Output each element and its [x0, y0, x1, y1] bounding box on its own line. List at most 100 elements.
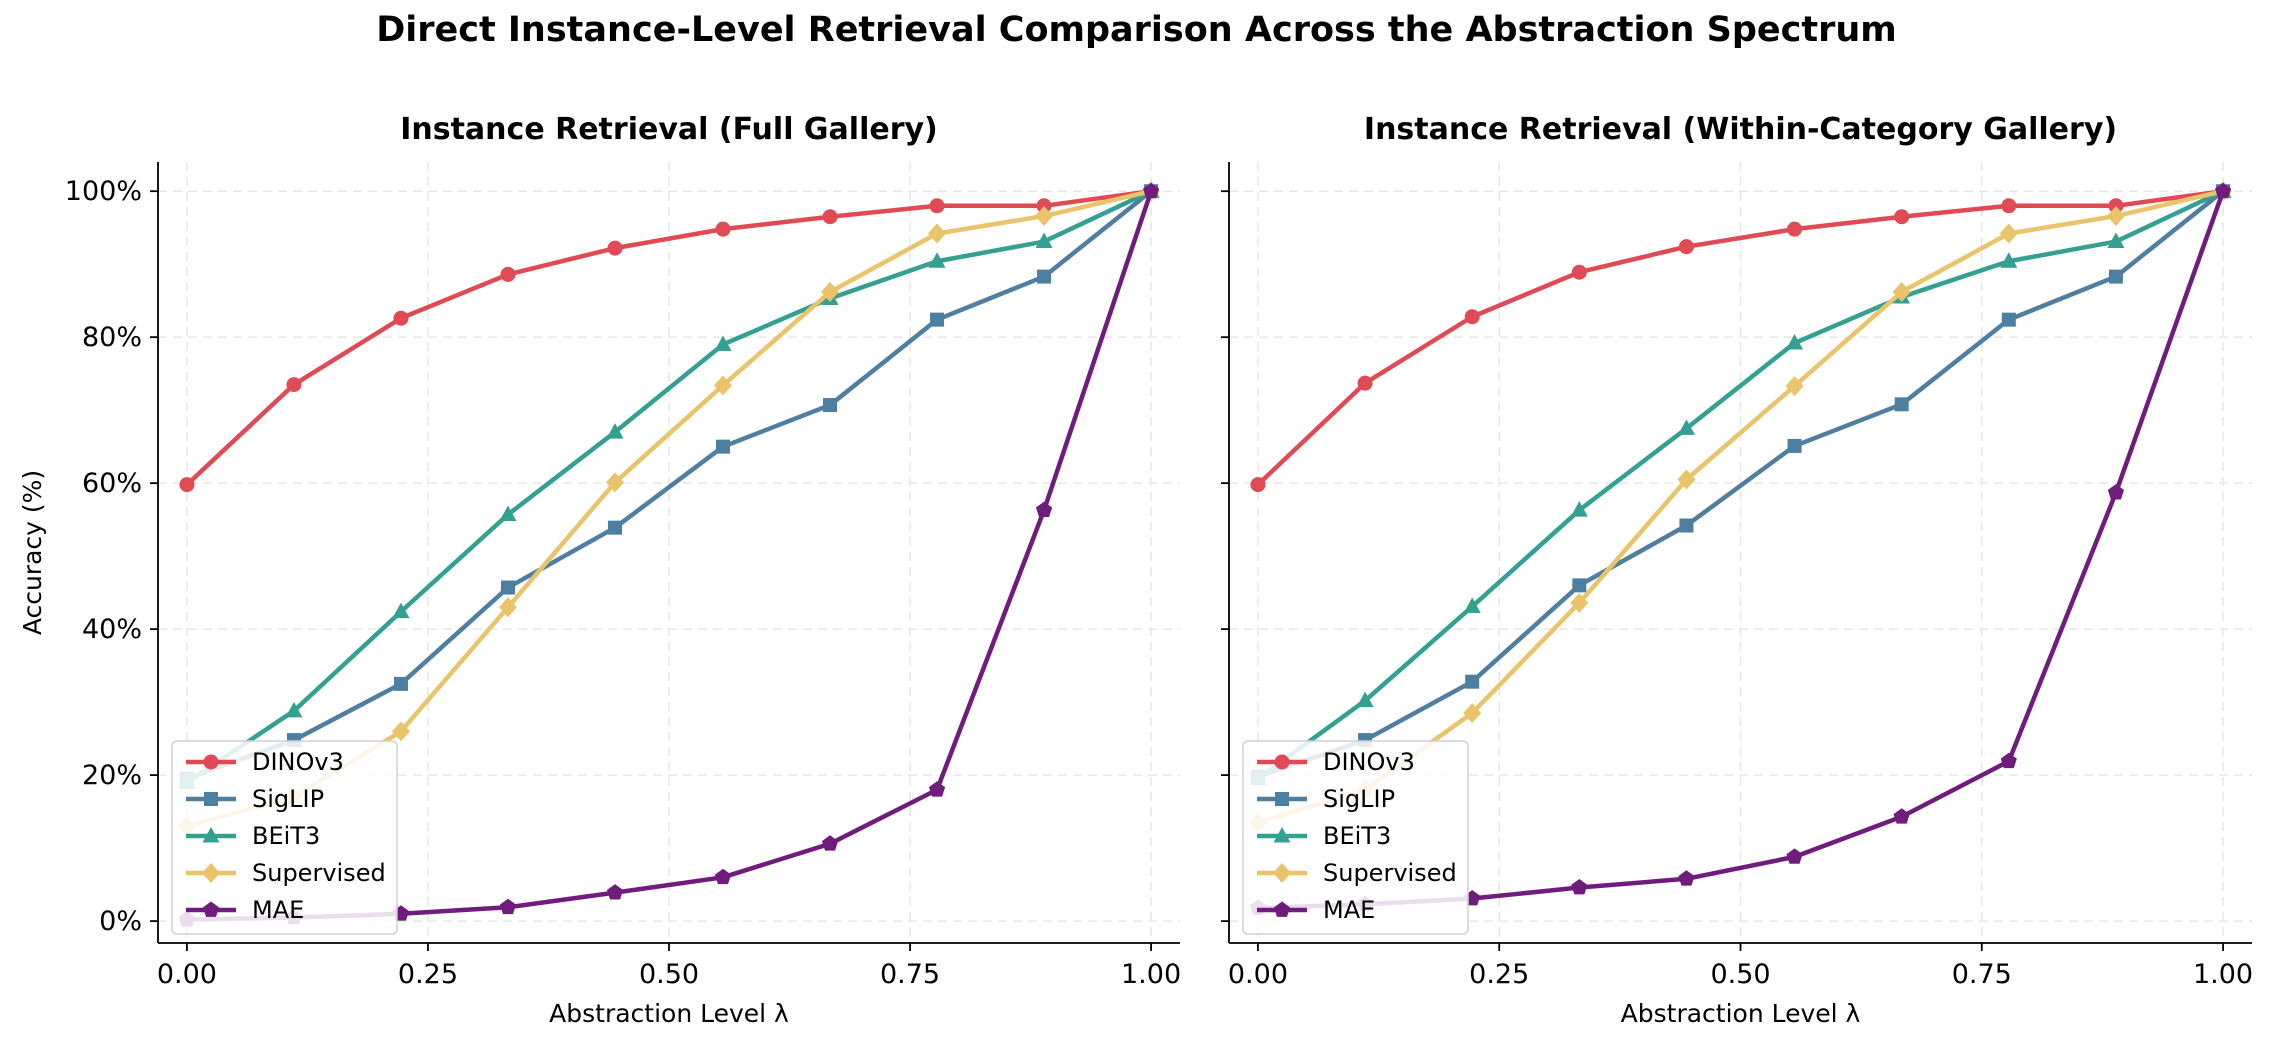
legend-item-siglip: SigLIP: [186, 785, 324, 813]
x-tick-label: 0.00: [157, 959, 217, 990]
x-tick-label: 0.00: [1228, 959, 1288, 990]
data-point-dinov3: [715, 221, 731, 237]
legend-marker: [1274, 754, 1290, 770]
data-point-siglip: [1894, 397, 1909, 412]
data-point-dinov3: [1787, 221, 1803, 237]
series-line-beit3: [1255, 188, 2226, 782]
data-point-beit3: [2107, 232, 2125, 249]
y-tick-label: 100%: [65, 176, 142, 207]
legend-marker: [1273, 827, 1291, 843]
data-point-dinov3: [2108, 198, 2124, 214]
data-point-siglip: [930, 312, 945, 327]
legend-marker: [1273, 901, 1291, 917]
data-point-dinov3: [929, 198, 945, 214]
legend-item-dinov3: DINOv3: [186, 748, 344, 776]
data-point-dinov3: [822, 209, 838, 225]
data-point-dinov3: [2001, 198, 2017, 214]
data-point-siglip: [500, 580, 515, 595]
data-point-dinov3: [1036, 198, 1052, 214]
legend-label: DINOv3: [1323, 748, 1415, 776]
data-point-mae: [928, 781, 946, 797]
data-point-siglip: [393, 676, 408, 691]
data-point-siglip: [715, 439, 730, 454]
y-axis-label: Accuracy (%): [18, 470, 47, 635]
legend-item-dinov3: DINOv3: [1257, 748, 1415, 776]
legend-label: MAE: [252, 896, 304, 924]
series-dinov3: [1250, 183, 2231, 493]
series-beit3: [1249, 182, 2232, 786]
data-point-supervised: [928, 223, 947, 244]
data-point-siglip: [1037, 269, 1052, 284]
data-point-beit3: [928, 252, 946, 268]
data-point-dinov3: [393, 310, 409, 326]
x-tick-label: 0.25: [1469, 959, 1529, 990]
x-tick-label: 0.75: [1952, 959, 2012, 990]
legend-item-supervised: Supervised: [1257, 859, 1457, 887]
data-point-siglip: [2108, 269, 2123, 284]
data-point-dinov3: [1464, 309, 1480, 325]
legend-marker: [202, 901, 220, 917]
series-line-siglip: [1255, 188, 2226, 779]
data-point-beit3: [1677, 419, 1695, 435]
panel-1: 0.00 0.25 0.50 0.75 1.00 0% 20% 40% 60% 80% 100% In…: [18, 112, 1181, 1028]
legend-label: Supervised: [252, 859, 386, 887]
data-point-dinov3: [1678, 239, 1694, 255]
data-point-siglip: [608, 520, 623, 535]
data-point-mae: [821, 835, 839, 851]
legend-marker: [203, 754, 219, 770]
legend-label: BEiT3: [1323, 822, 1391, 850]
data-point-dinov3: [1250, 477, 1266, 493]
legend-marker: [202, 863, 220, 883]
y-tick-label: 20%: [82, 760, 142, 791]
panel-title: Instance Retrieval (Full Gallery): [400, 112, 938, 147]
data-point-mae: [606, 884, 624, 900]
data-point-mae: [1571, 879, 1588, 895]
legend-item-mae: MAE: [1257, 896, 1375, 924]
data-point-supervised: [1463, 703, 1482, 724]
data-point-dinov3: [1571, 264, 1587, 280]
legend-label: Supervised: [1323, 859, 1457, 887]
data-point-beit3: [1463, 597, 1481, 614]
data-point-beit3: [1570, 501, 1588, 517]
data-point-siglip: [823, 398, 838, 413]
data-point-siglip: [1465, 674, 1480, 689]
data-point-mae: [1786, 848, 1803, 864]
legend-marker: [1275, 792, 1289, 806]
data-point-supervised: [1677, 469, 1696, 490]
data-point-mae: [2000, 752, 2017, 769]
legend-item-beit3: BEiT3: [186, 822, 320, 850]
series-line-dinov3: [184, 188, 1154, 487]
data-point-beit3: [606, 423, 624, 439]
data-point-beit3: [285, 701, 303, 718]
series-line-siglip: [184, 188, 1154, 782]
data-point-dinov3: [1357, 375, 1373, 391]
data-point-siglip: [1679, 518, 1694, 533]
data-point-dinov3: [286, 377, 302, 393]
legend-item-mae: MAE: [186, 896, 304, 924]
legend-marker: [202, 827, 220, 843]
data-point-siglip: [2001, 312, 2016, 327]
data-point-supervised: [2106, 206, 2125, 227]
y-tick-label: 0%: [99, 906, 142, 937]
data-point-beit3: [1035, 232, 1053, 249]
data-point-beit3: [1786, 334, 1804, 350]
data-point-dinov3: [179, 477, 195, 493]
data-point-dinov3: [500, 266, 516, 282]
x-axis-label: Abstraction Level λ: [1621, 999, 1861, 1028]
data-point-beit3: [2000, 252, 2018, 268]
series-line-dinov3: [1255, 188, 2226, 487]
x-tick-label: 0.75: [880, 959, 940, 990]
legend-box: [171, 740, 398, 935]
legend: DINOv3 SigLIP BEiT3 Supervised MAE: [171, 740, 398, 935]
data-point-mae: [1893, 808, 1910, 824]
data-point-siglip: [1787, 438, 1802, 453]
legend-box: [1242, 740, 1469, 935]
legend-label: BEiT3: [252, 822, 320, 850]
x-tick-label: 0.25: [398, 959, 458, 990]
data-point-beit3: [1356, 691, 1374, 708]
x-tick-label: 0.50: [1710, 959, 1770, 990]
x-tick-label: 1.00: [2193, 959, 2253, 990]
data-point-supervised: [821, 281, 840, 302]
figure-title: Direct Instance-Level Retrieval Comparis…: [376, 10, 1897, 50]
